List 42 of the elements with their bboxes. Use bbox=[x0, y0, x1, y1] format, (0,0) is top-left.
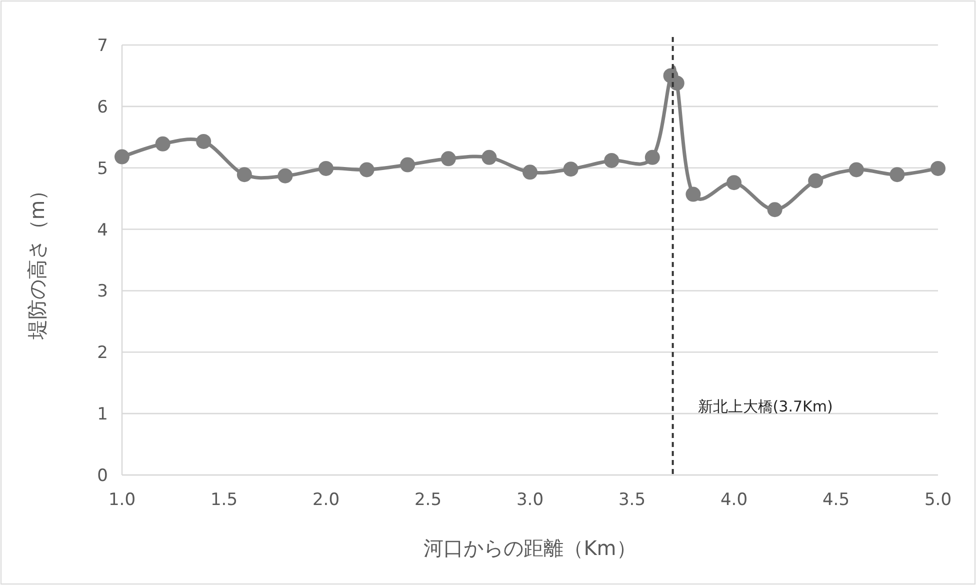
y-tick-label: 6 bbox=[97, 97, 108, 118]
point bbox=[522, 164, 538, 180]
ref-line-label: 新北上大橋(3.7Km) bbox=[698, 398, 833, 416]
point bbox=[400, 157, 416, 172]
x-tick-label: 5.0 bbox=[924, 490, 952, 510]
point bbox=[114, 149, 130, 164]
x-tick-label: 1.5 bbox=[210, 490, 238, 510]
point bbox=[644, 150, 660, 165]
point bbox=[669, 76, 684, 91]
point bbox=[808, 173, 824, 188]
point bbox=[604, 152, 620, 168]
y-tick-label: 4 bbox=[97, 220, 108, 240]
x-tick-label: 2.5 bbox=[414, 490, 442, 510]
y-tick-label: 1 bbox=[97, 404, 108, 425]
x-tick-label: 3.5 bbox=[618, 490, 646, 510]
point bbox=[726, 175, 742, 190]
point bbox=[359, 162, 374, 178]
y-tick-label: 5 bbox=[97, 158, 108, 179]
point bbox=[563, 162, 578, 177]
y-tick-label: 0 bbox=[97, 466, 108, 486]
point bbox=[890, 167, 905, 182]
x-axis-title: 河口からの距離（Km） bbox=[424, 536, 636, 560]
point bbox=[236, 167, 252, 182]
point bbox=[686, 186, 701, 202]
point bbox=[930, 160, 946, 176]
x-tick-label: 4.0 bbox=[720, 490, 748, 510]
x-tick-label: 2.0 bbox=[312, 490, 340, 510]
point bbox=[848, 162, 864, 178]
x-tick-label: 4.5 bbox=[822, 490, 850, 510]
point bbox=[767, 202, 782, 218]
point bbox=[278, 168, 293, 184]
point bbox=[318, 160, 334, 176]
point bbox=[440, 151, 456, 166]
y-tick-label: 2 bbox=[97, 343, 108, 364]
y-tick-label: 7 bbox=[97, 36, 108, 56]
y-tick-label: 3 bbox=[97, 282, 108, 302]
y-axis-title: 堤防の高さ（m） bbox=[25, 180, 49, 341]
x-tick-label: 1.0 bbox=[108, 490, 136, 510]
point bbox=[482, 150, 497, 165]
point bbox=[196, 134, 212, 149]
x-tick-label: 3.0 bbox=[516, 490, 544, 510]
point bbox=[155, 136, 170, 152]
